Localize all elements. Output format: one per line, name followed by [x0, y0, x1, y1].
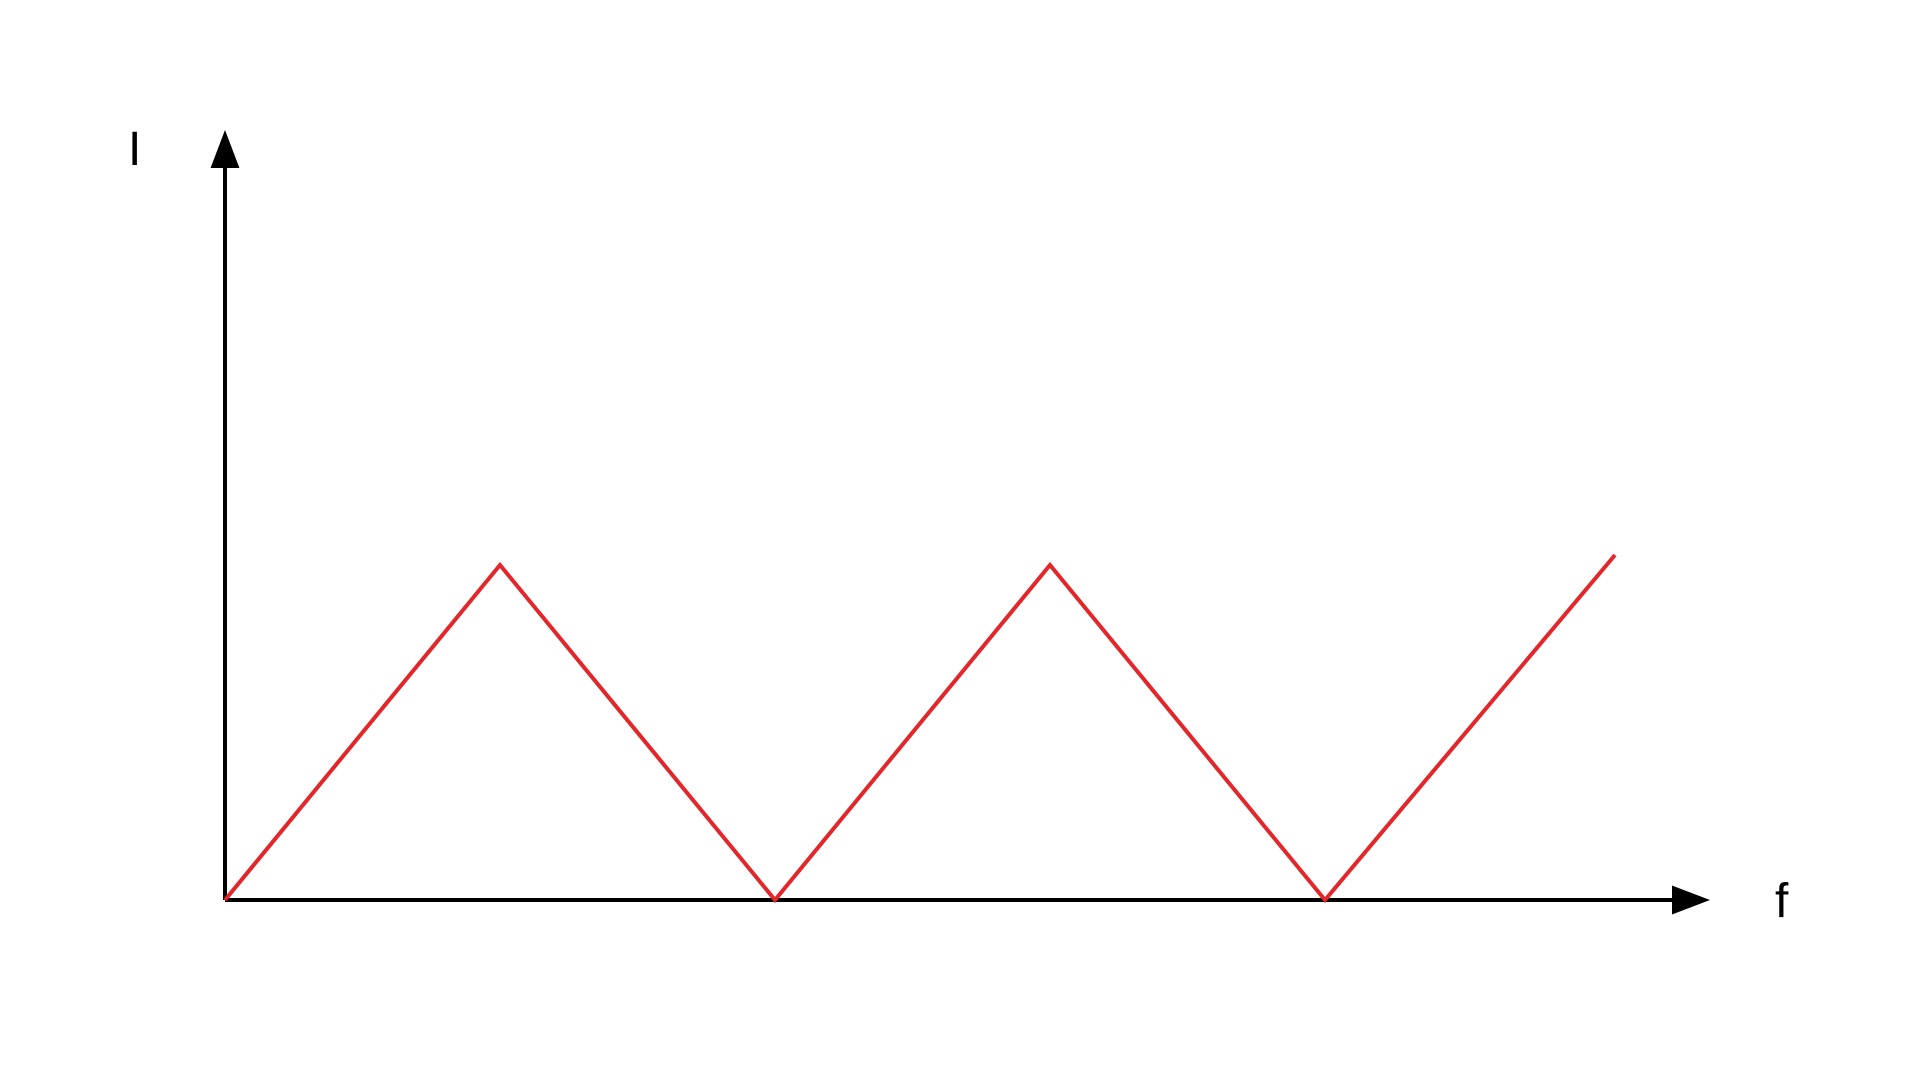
chart-svg [0, 0, 1920, 1070]
chart-container: I f [0, 0, 1920, 1070]
y-axis-label: I [128, 122, 141, 177]
x-axis-label: f [1775, 874, 1788, 929]
